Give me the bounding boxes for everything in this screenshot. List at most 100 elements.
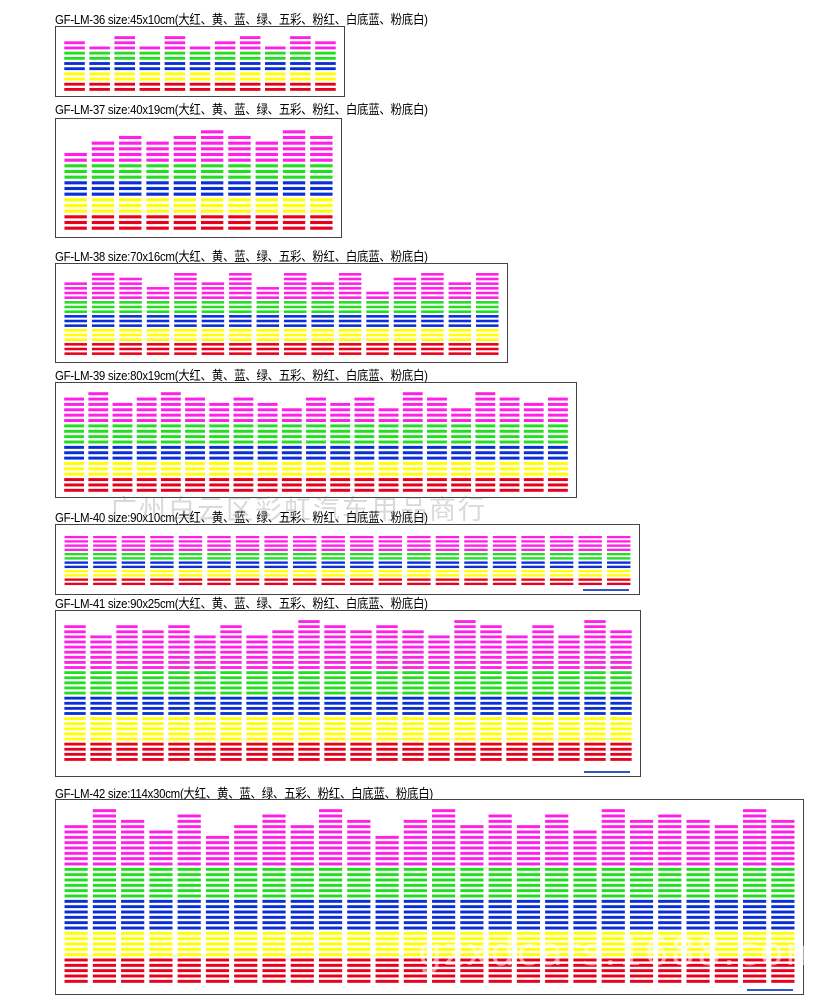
bar-segment [189, 56, 211, 60]
bar-segment [290, 953, 314, 957]
bar-segment [427, 483, 447, 487]
bar-segment [403, 931, 427, 935]
bar-segment [168, 645, 190, 649]
bar-segment [475, 451, 496, 455]
bar-segment [324, 671, 346, 675]
bar-segment [298, 752, 320, 756]
bar-segment [743, 873, 767, 877]
bar-segment [475, 435, 496, 439]
bar-segment [686, 835, 710, 839]
bar-segment [475, 397, 496, 401]
bar-segment [402, 645, 424, 649]
bar-segment [228, 226, 251, 230]
bar-segment [92, 910, 116, 914]
bar-segment [116, 701, 138, 705]
bar-segment [233, 488, 254, 492]
bar-segment [532, 712, 554, 715]
bar-segment [311, 301, 334, 304]
manufacturer-mark [747, 989, 793, 991]
bar-segment [174, 305, 197, 309]
bar-segment [428, 676, 450, 680]
bar-segment [205, 947, 230, 951]
equalizer-bar [262, 814, 286, 983]
bar-segment [220, 676, 242, 680]
bar-segment [573, 953, 597, 957]
bar-segment [91, 198, 115, 202]
bar-segment [282, 158, 306, 162]
bar-segment [262, 862, 286, 866]
bar-segment [90, 701, 112, 705]
bar-segment [160, 424, 181, 428]
bar-segment [256, 343, 280, 346]
bar-segment [194, 752, 216, 756]
bar-segment [460, 963, 484, 967]
bar-segment [257, 440, 278, 444]
bar-segment [150, 561, 174, 564]
bar-segment [255, 203, 278, 208]
bar-segment [142, 671, 164, 675]
bar-segment [146, 301, 170, 304]
bar-segment [427, 445, 447, 449]
bar-segment [205, 889, 230, 893]
bar-segment [448, 301, 472, 304]
bar-segment [460, 889, 484, 893]
bar-segment [488, 873, 512, 877]
bar-segment [209, 419, 230, 422]
bar-segment [146, 220, 169, 225]
equalizer-bar [432, 809, 456, 983]
bar-segment [235, 535, 260, 539]
bar-segment [310, 141, 333, 145]
bar-segment [150, 569, 174, 573]
bar-segment [378, 408, 399, 412]
bar-segment [298, 620, 320, 623]
bar-segment [121, 578, 146, 581]
bar-segment [629, 931, 654, 935]
bar-segment [142, 696, 164, 700]
bar-segment [298, 630, 320, 634]
bar-segment [601, 873, 625, 877]
bar-segment [64, 953, 88, 957]
bar-segment [235, 544, 260, 547]
bar-segment [256, 287, 280, 290]
bar-segment [298, 645, 320, 649]
bar-segment [290, 942, 314, 946]
bar-segment [347, 883, 371, 887]
bar-segment [402, 440, 423, 444]
bar-segment [173, 152, 197, 157]
equalizer-bar [658, 814, 682, 983]
bar-segment [658, 931, 682, 935]
bar-segment [228, 192, 251, 196]
bar-segment [448, 305, 472, 309]
bar-segment [658, 846, 682, 850]
bar-segment [119, 215, 142, 219]
bar-segment [629, 942, 654, 946]
bar-segment [558, 722, 580, 726]
bar-segment [532, 635, 554, 639]
bar-segment [350, 681, 372, 685]
bar-segment [629, 899, 654, 903]
bar-segment [88, 456, 109, 460]
bar-segment [298, 691, 320, 695]
bar-segment [521, 565, 545, 569]
bar-segment [173, 164, 197, 168]
bar-segment [714, 915, 738, 919]
bar-segment [601, 862, 625, 866]
bar-segment [90, 661, 112, 664]
bar-segment [573, 974, 597, 978]
bar-segment [318, 841, 343, 845]
bar-segment [264, 67, 286, 71]
bar-segment [246, 727, 268, 731]
bar-segment [584, 630, 606, 634]
bar-segment [64, 435, 85, 439]
bar-segment [119, 186, 142, 191]
bar-segment [64, 548, 88, 552]
bar-segment [403, 942, 427, 946]
bar-segment [142, 666, 164, 669]
bar-segment [209, 402, 230, 406]
bar-segment [318, 846, 343, 850]
bar-segment [476, 291, 499, 295]
bar-segment [375, 851, 399, 855]
bar-segment [174, 315, 197, 318]
bar-segment [272, 712, 294, 715]
bar-segment [257, 408, 278, 412]
